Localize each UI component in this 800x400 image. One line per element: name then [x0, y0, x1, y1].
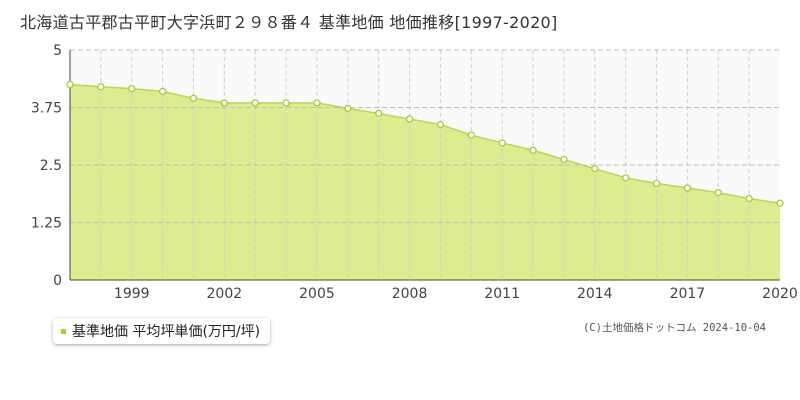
- data-point: [344, 104, 352, 113]
- data-point: [251, 99, 259, 107]
- data-point: [128, 84, 136, 93]
- data-point: [683, 184, 692, 192]
- legend[interactable]: 基準地価 平均坪単価(万円/坪): [53, 318, 271, 344]
- chart-title: 北海道古平郡古平町大字浜町２９８番４ 基準地価 地価推移[1997-2020]: [20, 13, 558, 32]
- y-tick-label: 2.5: [40, 158, 62, 174]
- x-tick-label: 2002: [207, 286, 243, 302]
- x-tick-label: 2014: [577, 286, 613, 302]
- data-point: [652, 179, 661, 188]
- data-point: [745, 194, 753, 203]
- data-point: [282, 99, 290, 107]
- series-area: [70, 84, 780, 280]
- data-point: [375, 109, 383, 118]
- x-tick-label: 1999: [114, 286, 150, 302]
- y-tick-label: 0: [53, 273, 62, 289]
- data-point: [405, 115, 414, 123]
- data-point: [66, 80, 74, 89]
- y-tick-label: 3.75: [31, 101, 62, 117]
- x-tick-label: 2011: [484, 286, 520, 302]
- data-point: [97, 83, 105, 91]
- data-point: [622, 174, 630, 182]
- y-tick-label: 5: [53, 43, 62, 59]
- x-tick-label: 2020: [762, 286, 798, 302]
- x-tick-label: 2017: [670, 286, 706, 302]
- data-point: [158, 87, 167, 96]
- x-tick-label: 2008: [392, 286, 428, 302]
- data-point: [220, 99, 228, 107]
- data-point: [467, 131, 475, 139]
- source-credit: (C)土地価格ドットコム 2024-10-04: [582, 322, 766, 334]
- legend-swatch: [61, 328, 66, 334]
- data-point: [776, 199, 784, 207]
- legend-label: 基準地価 平均坪単価(万円/坪): [72, 324, 261, 340]
- data-point: [591, 165, 599, 173]
- data-point: [189, 94, 198, 102]
- data-point: [714, 188, 722, 197]
- y-tick-label: 1.25: [31, 216, 62, 232]
- data-point: [560, 155, 568, 164]
- data-point: [498, 139, 506, 147]
- x-tick-label: 2005: [299, 286, 335, 302]
- series-line: [69, 83, 781, 204]
- data-point: [436, 120, 445, 129]
- data-point: [313, 99, 321, 107]
- data-point: [529, 146, 537, 154]
